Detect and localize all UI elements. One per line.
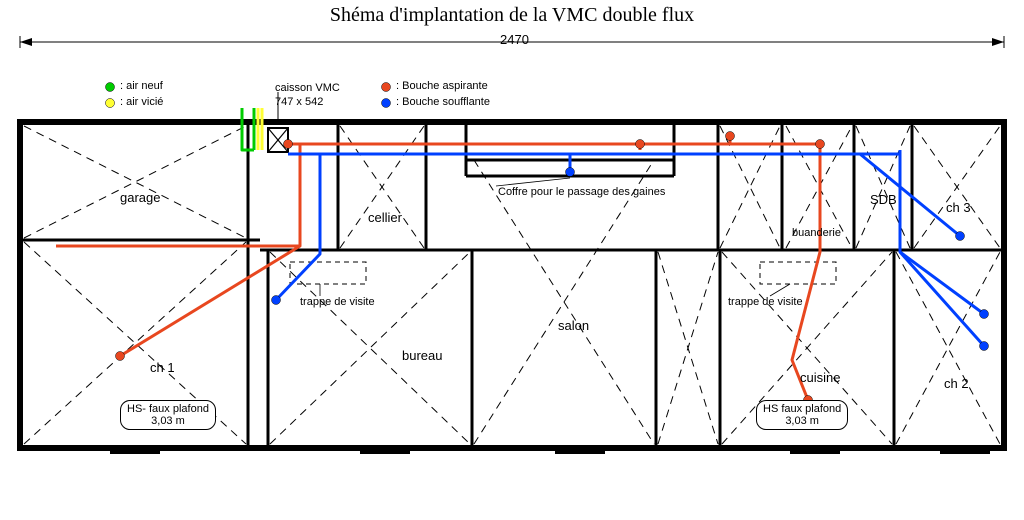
note-line2: 3,03 m: [127, 415, 209, 427]
room-trappe-de-visite: trappe de visite: [300, 296, 375, 308]
legend-bouche-soufflante: : Bouche soufflante: [396, 96, 490, 108]
room-Coffre-pour-le-passage-des-gaines: Coffre pour le passage des gaines: [498, 186, 665, 198]
room-buanderie: buanderie: [792, 227, 841, 239]
room-ch-2: ch 2: [944, 376, 969, 391]
room-cuisine: cuisine: [800, 370, 840, 385]
caisson-label-2: 747 x 542: [275, 96, 323, 108]
room-cellier: cellier: [368, 210, 402, 225]
note-line1: HS faux plafond: [763, 403, 841, 415]
room-trappe-de-visite: trappe de visite: [728, 296, 803, 308]
caisson-label-1: caisson VMC: [275, 82, 340, 94]
room-ch-1: ch 1: [150, 360, 175, 375]
legend-bouche-aspirante: : Bouche aspirante: [396, 80, 488, 92]
room-SDB: SDB: [870, 192, 897, 207]
note-faux-plafond-0: HS- faux plafond3,03 m: [120, 400, 216, 430]
note-faux-plafond-1: HS faux plafond3,03 m: [756, 400, 848, 430]
dimension-top: 2470: [500, 32, 529, 47]
room-ch-3: ch 3: [946, 200, 971, 215]
legend-air-neuf: : air neuf: [120, 80, 163, 92]
note-line2: 3,03 m: [763, 415, 841, 427]
floorplan-svg: [0, 0, 1024, 520]
legend-air-vicie: : air vicié: [120, 96, 163, 108]
room-garage: garage: [120, 190, 160, 205]
room-salon: salon: [558, 318, 589, 333]
room-bureau: bureau: [402, 348, 442, 363]
note-line1: HS- faux plafond: [127, 403, 209, 415]
